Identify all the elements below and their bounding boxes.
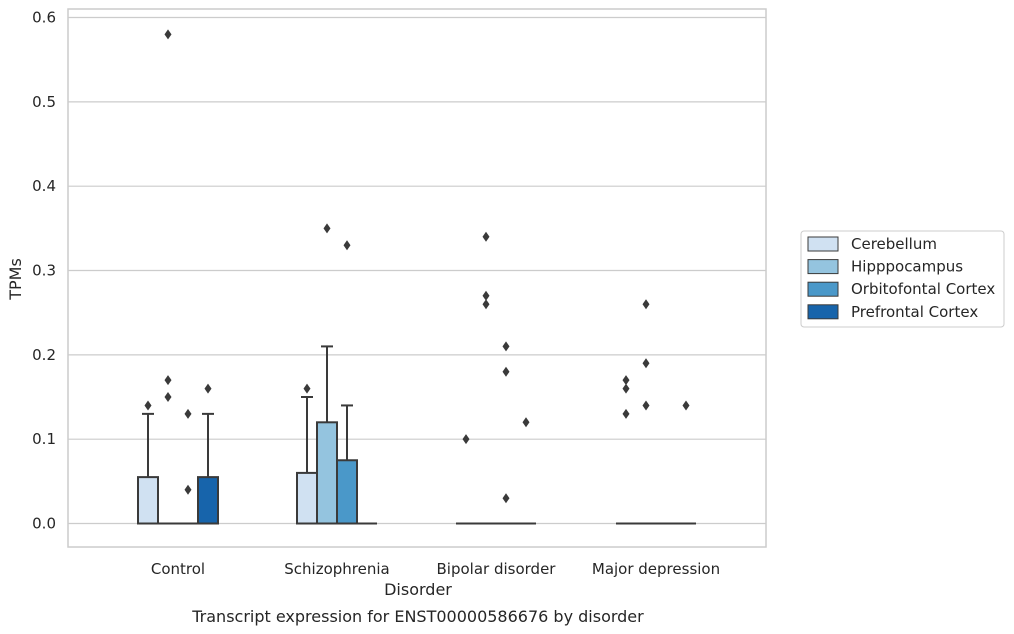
outlier-point xyxy=(682,400,690,411)
boxes xyxy=(137,29,696,525)
legend-label: Hipppocampus xyxy=(851,258,963,276)
legend: Cerebellum Hipppocampus Orbitofontal Corte… xyxy=(800,230,1005,328)
x-tick-label: Bipolar disorder xyxy=(437,560,557,578)
outlier-point xyxy=(482,299,490,310)
box-body xyxy=(137,476,159,525)
y-tick-label: 0.2 xyxy=(32,346,56,364)
y-tick-label: 0.0 xyxy=(32,515,56,533)
outlier-point xyxy=(502,341,510,352)
box-hipppocampus-1 xyxy=(316,223,338,525)
x-tick-label: Major depression xyxy=(592,560,720,578)
y-tick-label: 0.4 xyxy=(32,177,56,195)
legend-swatch xyxy=(807,259,839,275)
figure-caption: Transcript expression for ENST0000058667… xyxy=(191,607,644,626)
outlier-point xyxy=(482,231,490,242)
grid xyxy=(68,16,766,525)
y-axis-title: TPMs xyxy=(6,258,25,301)
y-tick-label: 0.5 xyxy=(32,93,56,111)
box-cerebellum-0 xyxy=(137,400,159,525)
box-prefrontal-cortex-3 xyxy=(676,400,696,525)
box-body xyxy=(316,421,338,525)
legend-swatch xyxy=(807,304,839,320)
outlier-point xyxy=(144,400,152,411)
legend-label: Cerebellum xyxy=(851,235,937,253)
box-hipppocampus-2 xyxy=(476,231,496,525)
outlier-point xyxy=(642,358,650,369)
box-orbitofontal-cortex-1 xyxy=(336,240,358,525)
outlier-point xyxy=(522,417,530,428)
box-prefrontal-cortex-2 xyxy=(516,417,536,525)
box-orbitofontal-cortex-2 xyxy=(496,341,516,525)
x-tick-labels: Control Schizophrenia Bipolar disorder Majo… xyxy=(151,560,720,578)
box-cerebellum-2 xyxy=(456,434,476,525)
outlier-point xyxy=(642,400,650,411)
legend-swatch xyxy=(807,281,839,297)
box-body xyxy=(296,471,318,525)
y-tick-label: 0.3 xyxy=(32,262,56,280)
legend-label: Prefrontal Cortex xyxy=(851,303,978,321)
outlier-point xyxy=(343,240,351,251)
outlier-point xyxy=(642,299,650,310)
outlier-point xyxy=(482,290,490,301)
y-tick-label: 0.1 xyxy=(32,430,56,448)
y-tick-label: 0.6 xyxy=(32,9,56,27)
box-prefrontal-cortex-0 xyxy=(197,383,219,525)
outlier-point xyxy=(502,366,510,377)
outlier-point xyxy=(622,408,630,419)
x-tick-label: Schizophrenia xyxy=(284,560,389,578)
box-hipppocampus-3 xyxy=(636,299,656,525)
outlier-point xyxy=(184,408,192,419)
outlier-point xyxy=(204,383,212,394)
outlier-point xyxy=(164,29,172,40)
outlier-point xyxy=(622,383,630,394)
box-cerebellum-1 xyxy=(296,383,318,525)
outlier-point xyxy=(462,434,470,445)
x-tick-label: Control xyxy=(151,560,205,578)
box-cerebellum-3 xyxy=(616,375,636,525)
legend-frame xyxy=(800,230,1005,328)
box-orbitofontal-cortex-0 xyxy=(178,408,198,525)
y-tick-labels: 0.0 0.1 0.2 0.3 0.4 0.5 0.6 xyxy=(32,9,56,533)
plot-frame xyxy=(67,8,767,548)
outlier-point xyxy=(502,493,510,504)
legend-label: Orbitofontal Cortex xyxy=(851,280,995,298)
box-hipppocampus-0 xyxy=(158,29,178,525)
x-axis-title: Disorder xyxy=(384,580,452,599)
box-body xyxy=(197,476,219,525)
box-body xyxy=(336,459,358,525)
outlier-point xyxy=(323,223,331,234)
outlier-point xyxy=(164,375,172,386)
outlier-point xyxy=(164,392,172,403)
outlier-point xyxy=(303,383,311,394)
outlier-point xyxy=(184,484,192,495)
outlier-point xyxy=(622,375,630,386)
legend-swatch xyxy=(807,236,839,252)
